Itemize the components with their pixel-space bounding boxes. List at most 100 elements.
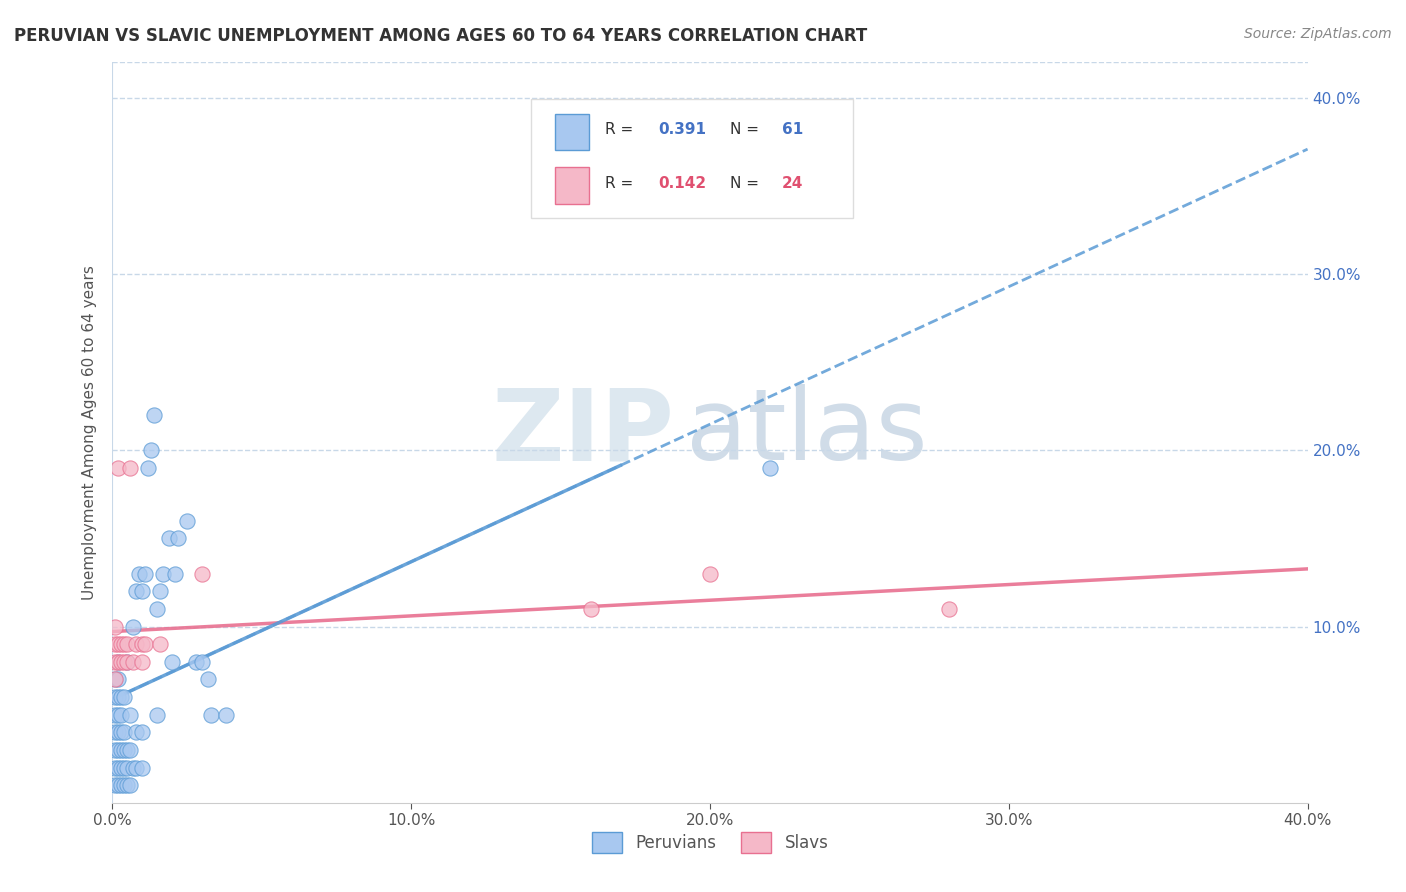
Point xyxy=(122,760,145,774)
Point xyxy=(131,725,153,739)
Point xyxy=(120,461,142,475)
Point xyxy=(107,655,129,669)
Point xyxy=(104,673,127,687)
Point xyxy=(128,566,150,581)
Point xyxy=(107,743,129,757)
Point xyxy=(134,566,156,581)
Point xyxy=(110,637,132,651)
Point xyxy=(114,690,135,704)
FancyBboxPatch shape xyxy=(554,168,589,203)
Point xyxy=(197,673,219,687)
Legend: Peruvians, Slavs: Peruvians, Slavs xyxy=(583,824,837,861)
Point xyxy=(117,655,139,669)
Point xyxy=(107,637,129,651)
Text: N =: N = xyxy=(730,122,765,137)
Point xyxy=(107,673,129,687)
Point xyxy=(131,637,153,651)
Point xyxy=(114,725,135,739)
Point xyxy=(114,637,135,651)
Point xyxy=(141,443,163,458)
Text: PERUVIAN VS SLAVIC UNEMPLOYMENT AMONG AGES 60 TO 64 YEARS CORRELATION CHART: PERUVIAN VS SLAVIC UNEMPLOYMENT AMONG AG… xyxy=(14,27,868,45)
Point xyxy=(120,778,142,792)
Point xyxy=(107,655,129,669)
Point xyxy=(146,602,169,616)
Text: R =: R = xyxy=(605,176,638,191)
Point xyxy=(125,760,148,774)
Point xyxy=(122,619,145,633)
Point xyxy=(157,532,180,546)
Point xyxy=(110,707,132,722)
Point xyxy=(117,778,139,792)
Point xyxy=(165,566,187,581)
Point xyxy=(104,637,127,651)
Point xyxy=(125,725,148,739)
Point xyxy=(110,743,132,757)
Point xyxy=(117,655,139,669)
Point xyxy=(131,655,153,669)
Point xyxy=(117,743,139,757)
FancyBboxPatch shape xyxy=(531,99,853,218)
Point xyxy=(699,566,721,581)
Text: Source: ZipAtlas.com: Source: ZipAtlas.com xyxy=(1244,27,1392,41)
Point xyxy=(104,725,127,739)
Point xyxy=(107,690,129,704)
Point xyxy=(110,655,132,669)
Point xyxy=(134,637,156,651)
Point xyxy=(191,655,214,669)
Point xyxy=(104,778,127,792)
Point xyxy=(759,461,782,475)
Point xyxy=(107,707,129,722)
Point xyxy=(110,778,132,792)
Point xyxy=(107,725,129,739)
Point xyxy=(200,707,222,722)
Point xyxy=(138,461,160,475)
Point xyxy=(107,760,129,774)
Point xyxy=(104,673,127,687)
Point xyxy=(146,707,169,722)
Point xyxy=(114,778,135,792)
Text: R =: R = xyxy=(605,122,638,137)
Text: N =: N = xyxy=(730,176,765,191)
Point xyxy=(107,778,129,792)
Point xyxy=(117,760,139,774)
Point xyxy=(167,532,190,546)
Point xyxy=(114,655,135,669)
Point xyxy=(104,619,127,633)
Point xyxy=(579,602,602,616)
Point xyxy=(110,690,132,704)
Text: 0.391: 0.391 xyxy=(658,122,707,137)
Text: ZIP: ZIP xyxy=(491,384,675,481)
Point xyxy=(104,707,127,722)
Point xyxy=(117,637,139,651)
Point xyxy=(152,566,174,581)
Text: 24: 24 xyxy=(782,176,803,191)
Point xyxy=(176,514,198,528)
Point xyxy=(110,725,132,739)
Text: atlas: atlas xyxy=(686,384,928,481)
Point xyxy=(120,707,142,722)
Point xyxy=(104,743,127,757)
Point xyxy=(114,760,135,774)
Point xyxy=(186,655,208,669)
Point xyxy=(104,655,127,669)
Point xyxy=(131,584,153,599)
Point xyxy=(104,690,127,704)
Point xyxy=(110,760,132,774)
Point xyxy=(131,760,153,774)
Point xyxy=(125,637,148,651)
Y-axis label: Unemployment Among Ages 60 to 64 years: Unemployment Among Ages 60 to 64 years xyxy=(82,265,97,600)
Point xyxy=(938,602,960,616)
Point xyxy=(125,584,148,599)
Text: 61: 61 xyxy=(782,122,803,137)
Point xyxy=(162,655,183,669)
Point xyxy=(143,408,166,422)
Point xyxy=(215,707,238,722)
FancyBboxPatch shape xyxy=(554,113,589,150)
Point xyxy=(104,760,127,774)
Point xyxy=(149,637,172,651)
Point xyxy=(122,655,145,669)
Point xyxy=(191,566,214,581)
Point xyxy=(114,743,135,757)
Point xyxy=(149,584,172,599)
Point xyxy=(107,461,129,475)
